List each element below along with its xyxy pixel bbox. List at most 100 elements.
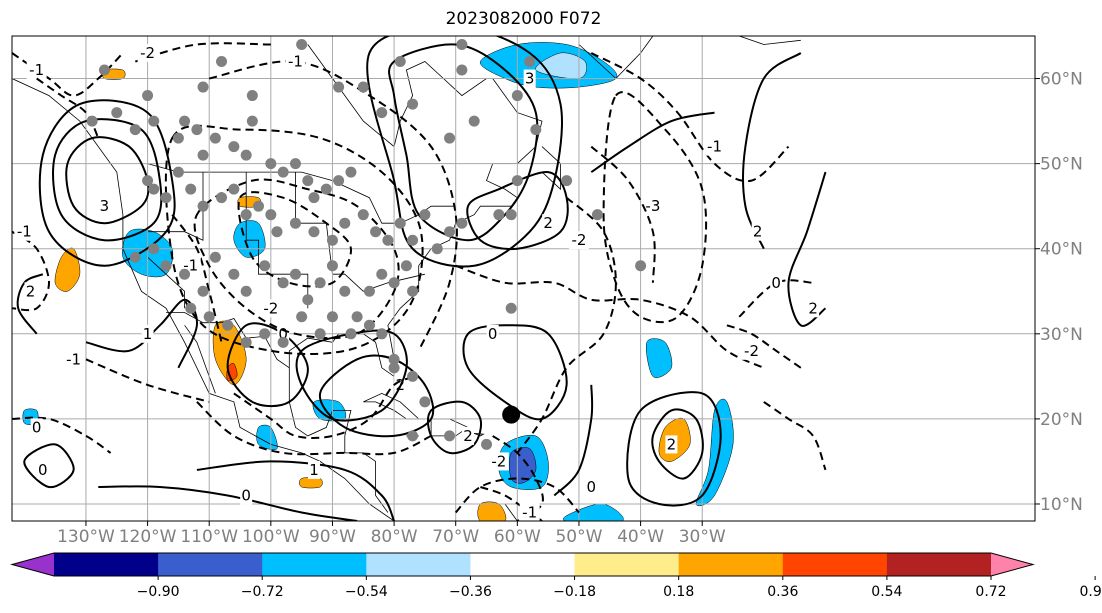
station-point — [345, 328, 357, 340]
negative-contour — [233, 375, 420, 439]
colorbar-tick-label: 0.72 — [975, 584, 1006, 600]
station-point — [296, 311, 308, 323]
filled-region — [54, 247, 81, 292]
station-point — [333, 81, 345, 93]
station-point — [302, 294, 314, 306]
station-point — [493, 209, 505, 221]
station-point — [314, 277, 326, 289]
positive-contour — [85, 298, 198, 369]
station-point — [246, 115, 258, 127]
contour-label: 0 — [488, 325, 498, 343]
station-point — [289, 268, 301, 280]
colorbar-segment — [782, 553, 888, 576]
contour-label: -1 — [17, 223, 32, 241]
colorbar-extend-high — [991, 553, 1033, 576]
station-point — [246, 90, 258, 102]
contour-label-bg — [240, 486, 253, 505]
coastline — [288, 367, 389, 513]
filled-region — [646, 338, 673, 378]
filled-region — [562, 503, 624, 521]
station-point — [407, 285, 419, 297]
negative-contour — [85, 358, 210, 403]
contour-label-bg — [770, 273, 783, 292]
lon-tick-label: 70°W — [432, 527, 479, 547]
station-point — [277, 166, 289, 178]
station-point — [148, 243, 160, 255]
station-point — [179, 115, 191, 127]
lon-tick-label: 90°W — [309, 527, 356, 547]
contour-label-bg — [36, 460, 49, 479]
station-point — [98, 64, 110, 76]
filled-region — [477, 501, 507, 521]
station-point — [253, 200, 265, 212]
negative-contour — [12, 230, 51, 312]
station-point — [382, 234, 394, 246]
positive-contour — [462, 324, 568, 421]
contour-label: -1 — [66, 350, 81, 368]
colorbar-tick-label: −0.72 — [241, 584, 284, 600]
contour-label-bg — [741, 341, 762, 360]
station-point — [228, 141, 240, 153]
station-point — [370, 226, 382, 238]
station-point — [388, 353, 400, 365]
positive-contour — [651, 408, 704, 480]
contour-label: -2 — [744, 342, 759, 360]
station-point — [314, 328, 326, 340]
station-point — [240, 336, 252, 348]
station-point — [481, 438, 493, 450]
station-point — [240, 209, 252, 221]
contour-label-bg — [486, 324, 499, 343]
coastline — [307, 44, 493, 148]
lat-tick-label: 40°N — [1040, 240, 1083, 260]
station-point — [394, 56, 406, 68]
contour-label-bg — [24, 282, 37, 301]
contour-label-bg — [665, 435, 678, 454]
contour-label: 0 — [38, 461, 48, 479]
station-points — [86, 39, 647, 450]
colorbar-tick-label: −0.36 — [449, 584, 492, 600]
negative-contour — [590, 145, 656, 283]
lat-tick-label: 20°N — [1040, 410, 1083, 430]
station-point — [376, 328, 388, 340]
contour-label: -1 — [29, 61, 44, 79]
contour-label: -1 — [288, 53, 303, 71]
filled-region — [256, 424, 278, 450]
contour-label: 0 — [278, 325, 288, 343]
contour-label-bg — [488, 452, 509, 471]
colorbar-tick-label: 0.18 — [663, 584, 694, 600]
negative-contour — [454, 477, 580, 514]
contour-label-bg — [519, 503, 540, 521]
station-point — [265, 209, 277, 221]
filled-region — [233, 220, 266, 258]
station-point — [216, 56, 228, 68]
contour-label: 0 — [771, 274, 781, 292]
contour-label-bg — [642, 197, 663, 216]
station-point — [129, 124, 141, 136]
station-point — [363, 285, 375, 297]
station-point — [191, 124, 203, 136]
contour-label-bg — [307, 460, 320, 479]
contour-label-bg — [141, 324, 154, 343]
contour-label-bg — [137, 44, 158, 63]
lat-tick-label: 10°N — [1040, 495, 1083, 515]
contour-label: 1 — [309, 461, 319, 479]
contour-label-bg — [807, 299, 820, 318]
colorbar-segment — [366, 553, 471, 576]
filled-region — [695, 398, 734, 507]
station-point — [407, 370, 419, 382]
station-point — [407, 430, 419, 442]
station-point — [289, 158, 301, 170]
station-point — [635, 260, 647, 272]
station-point — [259, 260, 271, 272]
positive-contour — [38, 99, 176, 267]
positive-contour — [590, 111, 715, 173]
station-point — [197, 81, 209, 93]
station-point — [456, 217, 468, 229]
colorbar-segment — [262, 553, 367, 576]
station-point — [240, 285, 252, 297]
station-point — [394, 217, 406, 229]
contour-label: 0 — [32, 418, 42, 436]
contour-label: -2 — [491, 452, 506, 470]
station-point — [160, 260, 172, 272]
